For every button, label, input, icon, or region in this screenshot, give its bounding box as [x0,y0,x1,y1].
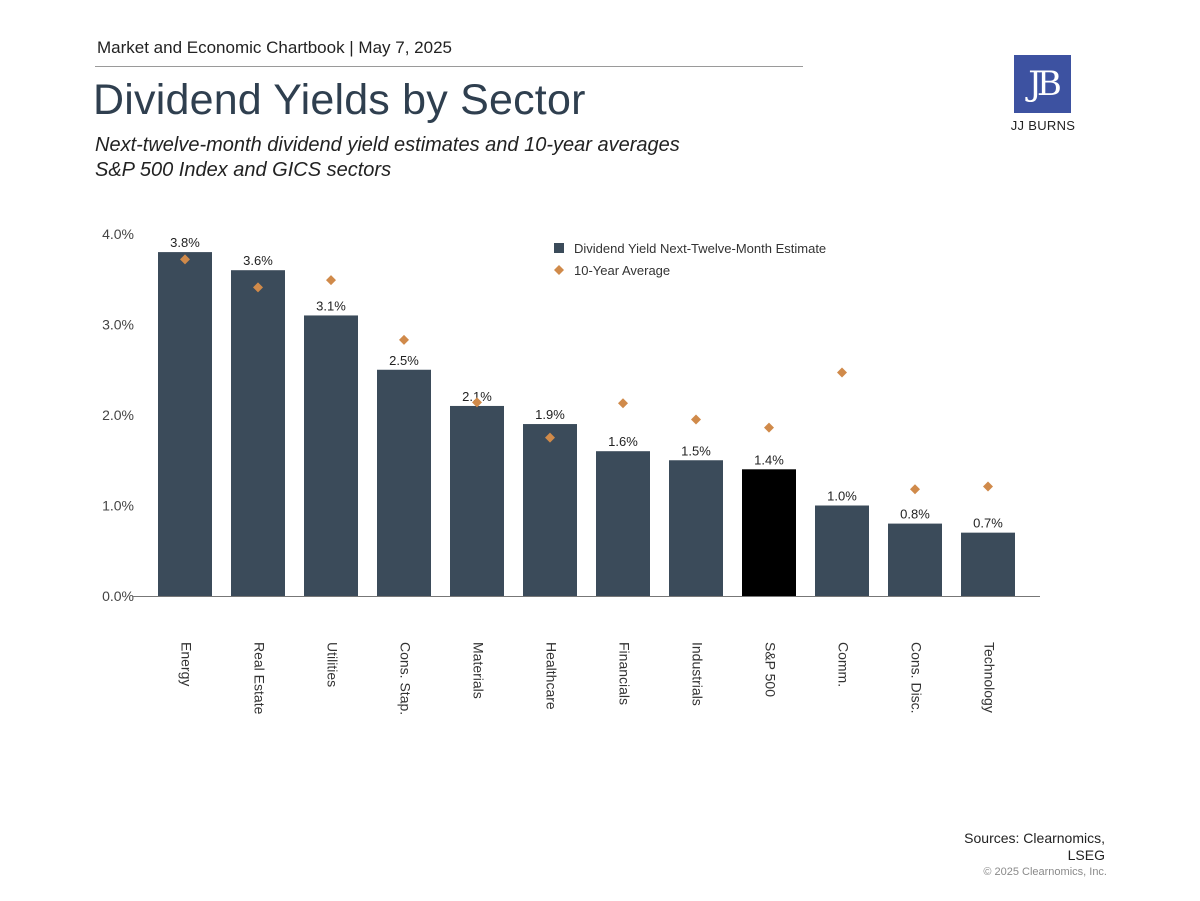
ten-year-average-marker [764,422,774,433]
bar-value-label: 2.1% [462,389,492,404]
x-tick-label: Materials [470,642,486,699]
sources-line-1: Sources: Clearnomics, [964,830,1105,846]
subtitle-line-1: Next-twelve-month dividend yield estimat… [95,134,680,156]
y-tick-label: 2.0% [102,407,134,423]
y-tick-label: 1.0% [102,498,134,514]
logo-mark: JB [1028,64,1062,104]
bar [450,405,504,596]
x-tick-label: Industrials [689,642,705,706]
publication-header: Market and Economic Chartbook | May 7, 2… [97,38,452,57]
bar-value-label: 3.8% [170,235,200,250]
page-title: Dividend Yields by Sector [93,76,586,124]
bar [596,451,650,596]
jj-burns-logo: JB [1014,55,1071,113]
x-tick-label: Real Estate [251,642,267,715]
bar-value-label: 1.9% [535,407,565,422]
sources-line-2: LSEG [1067,847,1105,863]
x-tick-label: Technology [981,642,997,713]
y-tick-label: 0.0% [102,588,134,604]
bar [961,532,1015,596]
x-tick-label: Financials [616,642,632,705]
bar [377,369,431,596]
x-tick-label: Energy [178,642,194,686]
bar-value-label: 1.5% [681,443,711,458]
header-divider [95,66,803,67]
page-subtitle: Next-twelve-month dividend yield estimat… [95,133,680,183]
bar [523,424,577,596]
bar-value-label: 1.4% [754,452,784,467]
bar [231,270,285,596]
legend-label-average: 10-Year Average [574,263,670,278]
bar-value-label: 0.8% [900,507,930,522]
x-tick-label: Cons. Stap. [397,642,413,715]
x-tick-label: Healthcare [543,642,559,710]
ten-year-average-marker [472,397,482,408]
legend-marker-average [554,265,564,275]
legend-swatch-bar [554,243,564,253]
ten-year-average-marker [618,398,628,409]
ten-year-average-marker [837,367,847,378]
bar [742,469,796,596]
x-tick-label: Utilities [324,642,340,687]
ten-year-average-marker [983,481,993,492]
x-tick-label: S&P 500 [762,642,778,697]
bar-value-label: 3.1% [316,298,346,313]
bar [815,505,869,596]
ten-year-average-marker [545,432,555,443]
bar-value-label: 1.0% [827,489,857,504]
bar-value-label: 1.6% [608,434,638,449]
bar-value-label: 3.6% [243,253,273,268]
x-tick-label: Comm. [835,642,851,687]
y-tick-label: 4.0% [102,226,134,242]
x-tick-label: Cons. Disc. [908,642,924,714]
ten-year-average-marker [253,282,263,293]
ten-year-average-marker [910,484,920,495]
y-tick-label: 3.0% [102,317,134,333]
bar-value-label: 2.5% [389,353,419,368]
legend-label-estimate: Dividend Yield Next-Twelve-Month Estimat… [574,241,826,256]
logo-name: JJ BURNS [1010,118,1076,133]
ten-year-average-marker [691,414,701,425]
copyright-note: © 2025 Clearnomics, Inc. [983,866,1107,878]
bar [888,523,942,596]
ten-year-average-marker [180,254,190,265]
bar-value-label: 0.7% [973,516,1003,531]
bar [158,252,212,596]
ten-year-average-marker [399,334,409,345]
subtitle-line-2: S&P 500 Index and GICS sectors [95,159,392,181]
ten-year-average-marker [326,275,336,286]
sources-note: Sources: Clearnomics, LSEG [964,830,1105,864]
bar [669,460,723,596]
bar [304,315,358,596]
